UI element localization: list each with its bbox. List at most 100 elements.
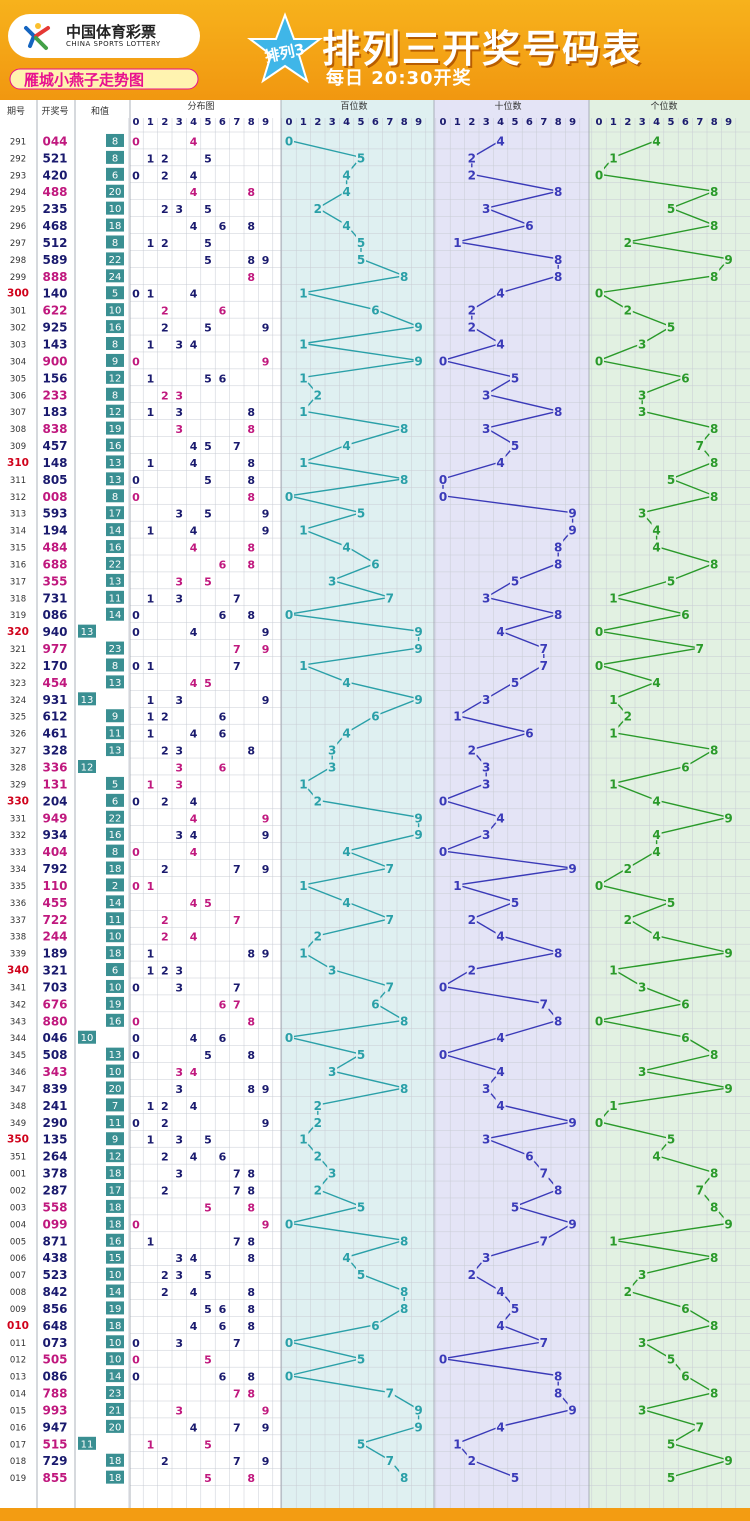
draw-number: 233 [42,388,67,402]
digit-bg [567,1114,578,1128]
units-digit: 8 [710,744,718,758]
sum-badge [106,523,124,537]
draw-number: 046 [42,1031,67,1045]
sum-value: 8 [112,492,118,503]
digit-bg [481,1131,492,1145]
issue-number: 006 [10,1254,26,1264]
distribution-digit: 7 [233,1388,241,1401]
issue-number: 299 [10,273,26,283]
sum-badge [106,404,124,418]
issue-number: 331 [10,814,26,824]
draw-number: 404 [42,845,67,859]
digit-bg [438,844,448,858]
distribution-digit: 8 [247,745,255,758]
sum-value: 6 [112,170,118,181]
distribution-digit: 0 [132,288,140,301]
digit-header: 4 [497,117,504,128]
distribution-digit: 4 [190,339,198,352]
digit-bg [356,1199,366,1213]
digit-bg [651,133,662,147]
tens-digit: 5 [511,574,519,588]
digit-bg [298,1131,309,1145]
draw-number: 558 [42,1200,67,1214]
digit-bg [553,607,564,621]
units-digit: 5 [667,574,675,588]
tens-digit: 3 [482,202,490,216]
digit-bg [356,234,366,248]
issue-number: 324 [10,696,26,706]
digit-bg [413,641,424,655]
tens-digit: 4 [496,1285,504,1299]
tens-digit: 4 [496,1065,504,1079]
hundreds-digit: 7 [386,980,394,994]
digit-bg [413,353,424,367]
draw-number: 722 [42,913,67,927]
sum-value: 5 [112,289,118,300]
hundreds-digit: 4 [342,845,350,859]
digit-bg [622,708,633,722]
issue-number: 296 [10,222,26,232]
distribution-digit: 5 [204,1354,212,1367]
distribution-digit: 1 [147,1235,155,1248]
units-digit: 6 [681,1370,689,1384]
digit-header: 9 [262,117,269,128]
tens-digit: 0 [439,980,447,994]
hundreds-digit: 7 [386,1454,394,1468]
units-digit: 7 [696,1420,704,1434]
units-digit: 1 [609,591,617,605]
digit-bg [399,421,410,435]
distribution-digit: 4 [190,1032,198,1045]
hundreds-digit: 4 [342,896,350,910]
distribution-digit: 1 [147,965,155,978]
digit-bg [284,1216,294,1230]
draw-number: 593 [42,507,67,521]
sum-badge [106,1301,124,1315]
digit-bg [538,641,549,655]
issue-number: 295 [10,205,26,215]
tens-digit: 7 [540,997,548,1011]
digit-header: 5 [205,117,212,128]
distribution-digit: 7 [233,998,241,1011]
digit-bg [622,911,633,925]
distribution-digit: 4 [190,1252,198,1265]
issue-number: 008 [10,1288,26,1298]
digit-header: 7 [696,117,703,128]
distribution-digit: 2 [161,152,169,165]
digit-bg [466,1453,477,1467]
distribution-digit: 7 [233,1185,241,1198]
digit-bg [284,1030,294,1044]
distribution-digit: 7 [233,1421,241,1434]
digit-bg [553,1368,564,1382]
tens-digit: 0 [439,1048,447,1062]
issue-number: 312 [10,493,26,503]
distribution-digit: 5 [204,1269,212,1282]
issue-number: 019 [10,1474,26,1484]
digit-bg [666,1470,676,1484]
sum-badge [106,252,124,266]
digit-bg [651,522,662,536]
digit-bg [524,218,535,232]
digit-bg [466,150,477,164]
digit-bg [312,1097,323,1111]
distribution-digit: 7 [233,1235,241,1248]
units-digit: 4 [652,828,660,842]
hundreds-digit: 9 [414,693,422,707]
distribution-digit: 0 [132,626,140,639]
draw-number: 044 [42,134,67,148]
issue-number: 323 [10,679,26,689]
digit-bg [399,1470,410,1484]
hundreds-digit: 9 [414,321,422,335]
digit-bg [495,133,506,147]
distribution-digit: 8 [247,1201,255,1214]
tens-digit: 5 [511,676,519,690]
sum-badge [106,1115,124,1129]
draw-number: 290 [42,1116,67,1130]
digit-bg [567,522,578,536]
tens-digit: 2 [468,744,476,758]
units-digit: 4 [652,541,660,555]
digit-bg [608,1097,619,1111]
tens-digit: 2 [468,304,476,318]
draw-number: 934 [42,828,67,842]
distribution-digit: 0 [132,169,140,182]
